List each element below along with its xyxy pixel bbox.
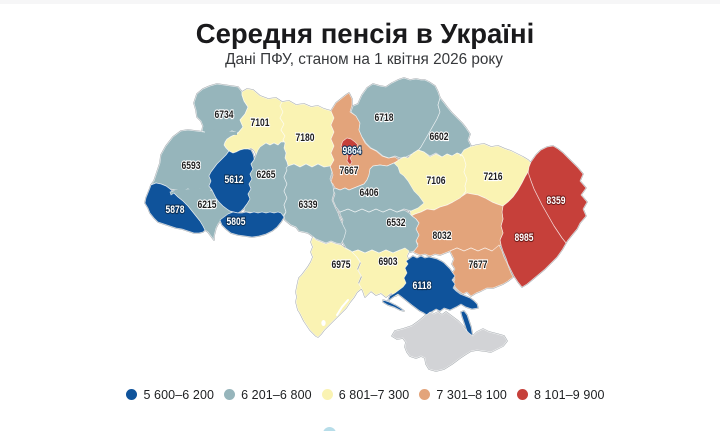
svg-text:6593: 6593 xyxy=(182,160,201,172)
svg-text:6532: 6532 xyxy=(387,217,406,229)
svg-text:6406: 6406 xyxy=(360,187,379,199)
svg-text:8032: 8032 xyxy=(433,230,452,242)
svg-text:7180: 7180 xyxy=(296,132,315,144)
svg-text:8985: 8985 xyxy=(515,232,534,244)
svg-text:9864: 9864 xyxy=(343,145,362,157)
svg-text:5878: 5878 xyxy=(166,204,185,216)
svg-text:7106: 7106 xyxy=(427,175,446,187)
svg-text:5805: 5805 xyxy=(227,216,246,228)
svg-text:7101: 7101 xyxy=(251,117,270,129)
svg-text:6734: 6734 xyxy=(215,109,234,121)
svg-text:5612: 5612 xyxy=(225,174,244,186)
svg-text:6215: 6215 xyxy=(198,199,217,211)
svg-text:6118: 6118 xyxy=(413,280,432,292)
svg-text:7677: 7677 xyxy=(469,259,488,271)
svg-text:8359: 8359 xyxy=(547,195,566,207)
svg-text:6265: 6265 xyxy=(257,169,276,181)
svg-text:6903: 6903 xyxy=(379,256,398,268)
svg-text:6602: 6602 xyxy=(430,131,449,143)
svg-text:6975: 6975 xyxy=(332,259,351,271)
svg-text:7216: 7216 xyxy=(484,171,503,183)
svg-text:7667: 7667 xyxy=(340,165,359,177)
svg-text:6339: 6339 xyxy=(299,199,318,211)
svg-text:6718: 6718 xyxy=(375,112,394,124)
